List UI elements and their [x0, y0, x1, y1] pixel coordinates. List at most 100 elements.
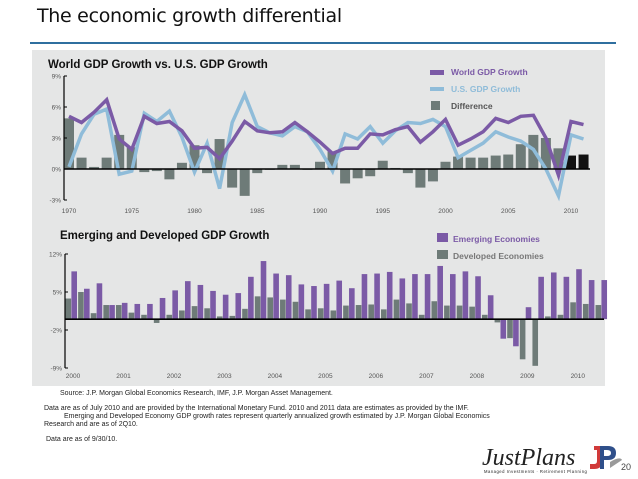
developed-bar	[431, 301, 438, 320]
emerging-bar	[386, 271, 393, 320]
difference-bar	[202, 169, 213, 174]
developed-bar	[166, 314, 173, 320]
developed-bar	[519, 319, 526, 360]
chart1-ytick-label: 0%	[52, 166, 62, 173]
developed-bar	[204, 308, 210, 320]
difference-bar	[327, 151, 338, 169]
chart1-title: World GDP Growth vs. U.S. GDP Growth	[48, 59, 268, 71]
difference-bar	[465, 157, 476, 169]
developed-bar	[78, 292, 84, 320]
developed-bar	[507, 319, 513, 339]
emerging-bar	[285, 275, 292, 320]
emerging-bar	[588, 280, 595, 320]
legend-world-label: World GDP Growth	[451, 67, 528, 77]
legend-us-swatch	[430, 87, 444, 91]
chart2-xtick-label: 2001	[116, 373, 131, 380]
chart2-xtick-label: 2010	[571, 373, 586, 380]
emerging-bar	[197, 284, 204, 320]
difference-bar	[540, 138, 551, 169]
emerging-bar	[172, 290, 178, 320]
emerging-bar	[147, 303, 153, 320]
chart2-xtick-label: 2000	[66, 373, 81, 380]
difference-bar	[151, 169, 162, 172]
chart2-ytick-label: 5%	[53, 289, 63, 296]
difference-bar	[578, 154, 589, 169]
legend-emerging-swatch	[437, 233, 448, 242]
emerging-bar	[336, 280, 343, 320]
emerging-bar	[210, 290, 216, 320]
chart1-ytick-label: 9%	[52, 73, 62, 80]
developed-bar	[393, 299, 400, 320]
chart2-title: Emerging and Developed GDP Growth	[60, 230, 269, 242]
justplans-logo: JustPlans Managed Investments · Retireme…	[482, 438, 622, 476]
legend-world-swatch	[430, 70, 444, 75]
emerging-bar	[525, 307, 532, 320]
emerging-bar	[134, 303, 141, 320]
difference-bar	[76, 157, 87, 169]
emerging-bar	[184, 281, 191, 320]
emerging-bar	[349, 288, 355, 320]
page-number: 20	[621, 462, 632, 472]
page-title: The economic growth differential	[37, 5, 342, 27]
chart1-ytick-label: 6%	[52, 104, 62, 111]
chart1-xtick-label: 1980	[187, 208, 202, 215]
emerging-bar	[576, 269, 582, 320]
difference-bar	[340, 169, 351, 184]
chart2-ytick-label: 12%	[49, 251, 62, 258]
emerging-bar	[500, 319, 507, 339]
chart2-xtick-label: 2004	[268, 373, 283, 380]
emerging-bar	[361, 274, 368, 320]
difference-bar	[553, 148, 564, 169]
footer-line1: Data are as of July 2010 and are provide…	[44, 405, 469, 412]
difference-bar	[478, 157, 489, 169]
emerging-bar	[311, 286, 317, 320]
title-rule	[30, 42, 616, 44]
developed-bar	[103, 305, 109, 320]
chart2-ytick-label: -2%	[50, 327, 62, 334]
difference-bar	[415, 169, 426, 188]
emerging-bar	[550, 272, 557, 320]
footer-line2: Emerging and Developed Economy GDP growt…	[64, 413, 490, 420]
emerging-bar	[450, 274, 456, 320]
logo-tagline: Managed Investments · Retirement Plannin…	[484, 469, 588, 474]
difference-bar	[89, 166, 100, 169]
emerging-bar	[424, 274, 431, 320]
developed-bar	[128, 312, 135, 320]
developed-bar	[90, 313, 97, 320]
emerging-bar	[248, 276, 254, 320]
logo-wordmark: JustPlans	[482, 445, 575, 471]
developed-bar	[65, 298, 72, 320]
difference-bar	[189, 145, 200, 169]
difference-bar	[164, 169, 175, 180]
difference-bar	[114, 134, 125, 169]
difference-bar	[503, 154, 514, 169]
difference-bar	[352, 169, 363, 179]
chart1-xtick-label: 1970	[62, 208, 77, 215]
developed-bar	[153, 319, 160, 323]
difference-bar	[239, 169, 250, 196]
emerging-bar	[235, 293, 242, 320]
developed-bar	[292, 301, 299, 320]
chart2-xtick-label: 2008	[470, 373, 485, 380]
logo-p-icon	[600, 446, 616, 469]
chart2-xtick-label: 2003	[217, 373, 232, 380]
chart2-xtick-label: 2007	[419, 373, 434, 380]
chart1-xtick-label: 2000	[438, 208, 453, 215]
developed-bar	[191, 306, 198, 320]
difference-bar	[440, 161, 451, 169]
chart1-xtick-label: 1985	[250, 208, 265, 215]
difference-bar	[126, 147, 137, 169]
chart2-xtick-label: 2002	[167, 373, 182, 380]
developed-bar	[406, 303, 412, 320]
emerging-bar	[374, 273, 380, 320]
developed-bar	[494, 319, 501, 323]
developed-bar	[456, 305, 463, 320]
difference-bar	[427, 169, 438, 182]
difference-bar	[214, 139, 225, 169]
logo-swoosh-icon	[610, 458, 622, 468]
legend-developed-label: Developed Economies	[453, 251, 544, 261]
legend-difference-label: Difference	[451, 101, 493, 111]
us-gdp-line	[67, 90, 585, 202]
emerging-bar	[563, 276, 570, 320]
